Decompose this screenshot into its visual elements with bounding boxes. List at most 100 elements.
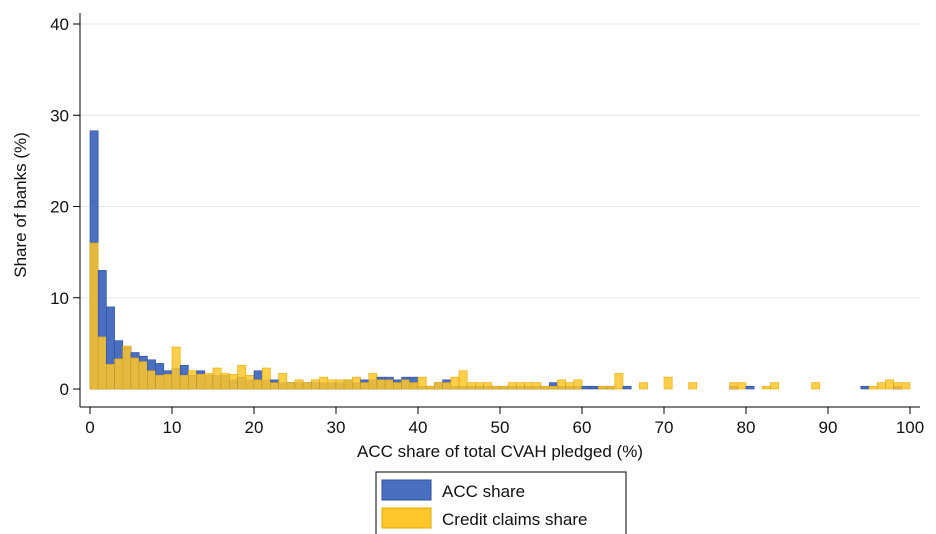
bar-credit-claims-share (245, 375, 255, 390)
bar-credit-claims-share (762, 385, 771, 390)
bar-credit-claims-share (901, 382, 911, 390)
bar-credit-claims-share (196, 374, 206, 390)
y-tick-label-10: 10 (50, 289, 69, 308)
bar-credit-claims-share (434, 382, 443, 390)
axes (79, 13, 920, 408)
bar-credit-claims-share (147, 370, 156, 390)
bar-credit-claims-share (458, 370, 468, 390)
bar-credit-claims-share (220, 373, 230, 390)
bar-credit-claims-share (573, 379, 583, 390)
bar-credit-claims-share (417, 376, 427, 390)
bar-credit-claims-share (442, 382, 452, 390)
x-ticks: 0 10 20 30 40 50 60 70 80 90 100 (85, 407, 924, 437)
bar-credit-claims-share (302, 382, 312, 390)
bar-credit-claims-share (499, 385, 509, 390)
bar-credit-claims-share (565, 382, 575, 390)
bar-credit-claims-share (639, 382, 648, 390)
bar-credit-claims-share (729, 382, 739, 390)
bar-credit-claims-share (876, 382, 886, 390)
histogram-bars (89, 130, 911, 390)
bar-credit-claims-share (368, 373, 378, 390)
bar-credit-claims-share (893, 382, 903, 390)
bar-credit-claims-share (606, 385, 616, 390)
bar-acc-share (589, 385, 599, 390)
x-tick-label-30: 30 (327, 418, 346, 437)
bar-credit-claims-share (278, 373, 288, 390)
bar-credit-claims-share (327, 379, 337, 390)
bar-credit-claims-share (548, 385, 558, 390)
bar-credit-claims-share (507, 382, 517, 390)
x-axis-title: ACC share of total CVAH pledged (%) (357, 442, 643, 461)
bar-credit-claims-share (171, 346, 181, 390)
bar-acc-share (581, 385, 591, 390)
bar-credit-claims-share (663, 376, 673, 390)
bar-acc-share (622, 385, 632, 390)
bar-credit-claims-share (475, 382, 484, 390)
grid-lines (80, 23, 920, 299)
bar-credit-claims-share (811, 382, 821, 390)
bar-credit-claims-share (868, 385, 878, 390)
bar-credit-claims-share (335, 379, 345, 390)
legend-swatch-acc-share (381, 479, 432, 501)
bar-credit-claims-share (114, 358, 124, 390)
bar-credit-claims-share (286, 382, 296, 390)
bar-credit-claims-share (688, 382, 698, 390)
bar-credit-claims-share (466, 382, 476, 390)
bar-credit-claims-share (384, 379, 394, 390)
bar-credit-claims-share (614, 373, 624, 390)
bar-credit-claims-share (540, 385, 550, 390)
x-tick-label-20: 20 (245, 418, 264, 437)
legend: ACC share Credit claims share (375, 471, 627, 534)
bar-credit-claims-share (516, 382, 525, 390)
bar-credit-claims-share (155, 375, 165, 390)
bar-credit-claims-share (294, 379, 304, 390)
bar-credit-claims-share (483, 382, 493, 390)
bar-credit-claims-share (737, 382, 747, 390)
bar-credit-claims-share (393, 382, 402, 390)
x-tick-label-80: 80 (737, 418, 756, 437)
bar-credit-claims-share (425, 385, 435, 390)
x-tick-label-50: 50 (491, 418, 510, 437)
bar-credit-claims-share (97, 336, 107, 390)
bar-credit-claims-share (311, 379, 320, 390)
x-tick-label-60: 60 (573, 418, 592, 437)
legend-label-credit-claims-share: Credit claims share (442, 510, 588, 529)
bar-credit-claims-share (89, 242, 99, 390)
x-tick-label-100: 100 (896, 418, 924, 437)
bar-credit-claims-share (122, 345, 132, 390)
bar-credit-claims-share (409, 382, 419, 390)
y-tick-label-20: 20 (50, 198, 69, 217)
bar-credit-claims-share (138, 361, 148, 390)
bar-credit-claims-share (204, 373, 214, 390)
bar-credit-claims-share (188, 370, 197, 390)
bar-credit-claims-share (557, 379, 566, 390)
x-tick-label-10: 10 (163, 418, 182, 437)
x-tick-label-70: 70 (655, 418, 674, 437)
legend-label-acc-share: ACC share (442, 482, 525, 501)
bar-credit-claims-share (229, 374, 238, 390)
x-tick-label-90: 90 (819, 418, 838, 437)
y-axis-title: Share of banks (%) (11, 132, 30, 278)
bar-credit-claims-share (179, 375, 189, 390)
bar-credit-claims-share (532, 382, 542, 390)
bar-credit-claims-share (237, 364, 247, 390)
bar-credit-claims-share (450, 376, 460, 390)
bar-acc-share (745, 385, 755, 390)
bar-credit-claims-share (491, 385, 501, 390)
y-ticks: 0 10 20 30 40 (50, 15, 80, 399)
bar-credit-claims-share (163, 374, 173, 390)
x-tick-label-0: 0 (85, 418, 94, 437)
y-tick-label-40: 40 (50, 15, 69, 34)
x-tick-label-40: 40 (409, 418, 428, 437)
bar-credit-claims-share (270, 382, 279, 390)
bar-credit-claims-share (106, 364, 115, 390)
bar-credit-claims-share (885, 379, 894, 390)
bar-credit-claims-share (401, 379, 411, 390)
bar-credit-claims-share (261, 367, 271, 390)
bar-credit-claims-share (130, 357, 140, 390)
bar-credit-claims-share (253, 379, 263, 390)
bar-credit-claims-share (524, 382, 534, 390)
bar-credit-claims-share (598, 385, 607, 390)
bar-credit-claims-share (376, 379, 386, 390)
